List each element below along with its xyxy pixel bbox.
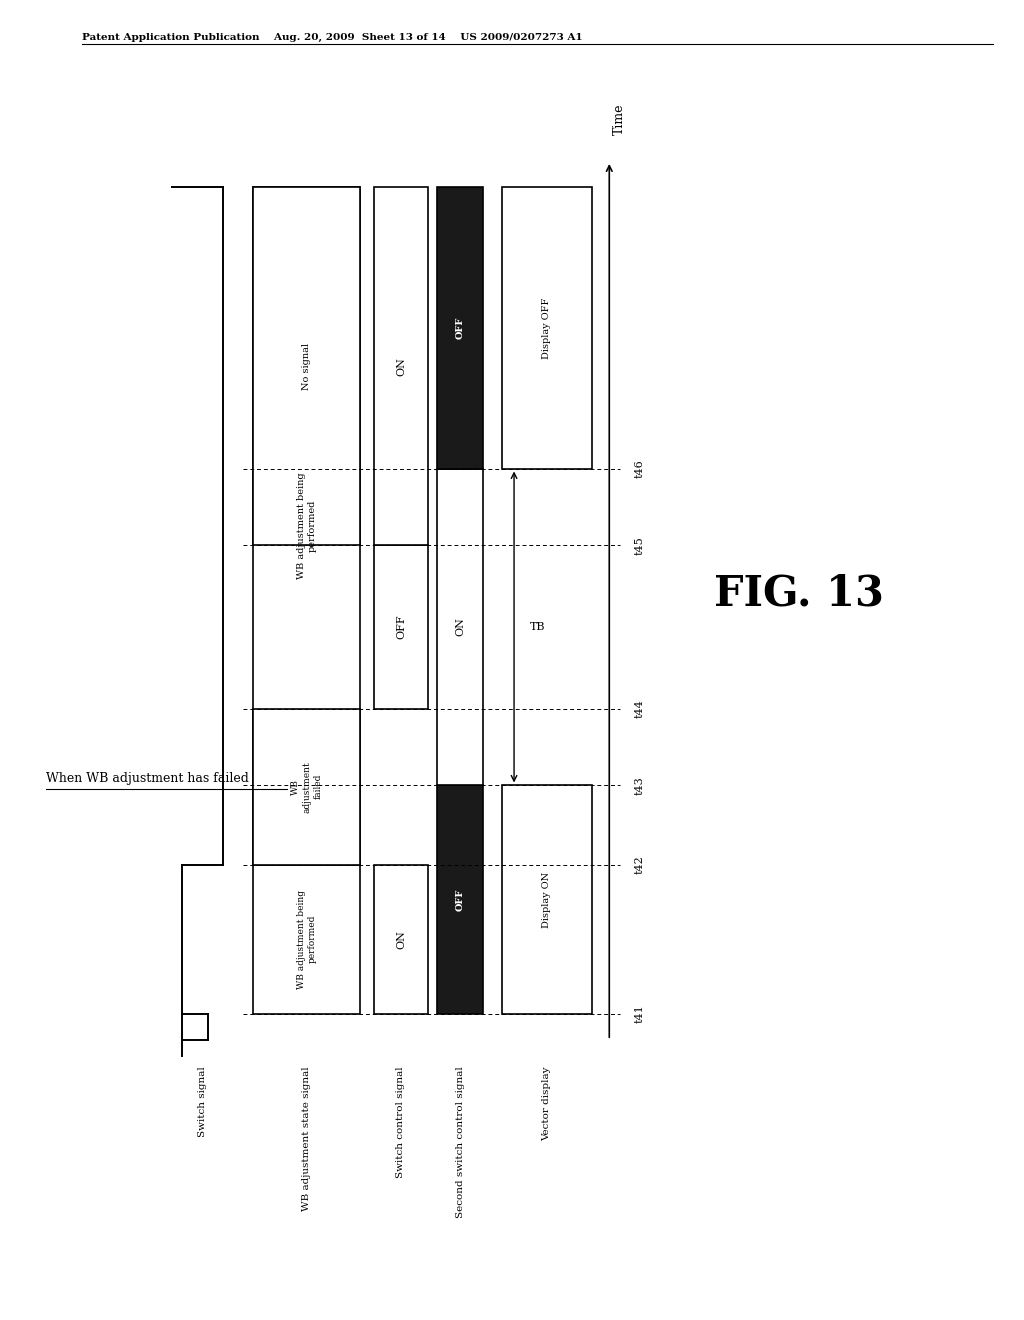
Text: t46: t46 <box>635 459 645 478</box>
Text: OFF: OFF <box>456 888 465 911</box>
Bar <box>437 469 483 785</box>
Text: WB adjustment state signal: WB adjustment state signal <box>302 1067 311 1212</box>
Text: WB
adjustment
failed: WB adjustment failed <box>291 760 323 813</box>
Text: OFF: OFF <box>396 615 406 639</box>
Text: Time: Time <box>613 103 626 135</box>
Text: Display OFF: Display OFF <box>543 297 551 359</box>
Text: ON: ON <box>396 929 406 949</box>
Text: Display ON: Display ON <box>543 871 551 928</box>
Text: TB: TB <box>529 622 545 632</box>
Text: Second switch control signal: Second switch control signal <box>456 1067 465 1218</box>
Bar <box>374 545 428 709</box>
Text: ON: ON <box>456 618 465 636</box>
Text: Switch control signal: Switch control signal <box>396 1067 406 1179</box>
Text: t42: t42 <box>635 855 645 874</box>
Bar <box>374 865 428 1014</box>
Text: t45: t45 <box>635 536 645 554</box>
Bar <box>502 785 592 1014</box>
Bar <box>253 865 360 1014</box>
Bar <box>253 187 360 545</box>
Text: OFF: OFF <box>456 317 465 339</box>
Bar <box>437 785 483 1014</box>
Text: t41: t41 <box>635 1005 645 1023</box>
Text: WB adjustment being
performed: WB adjustment being performed <box>297 890 316 989</box>
Text: No signal: No signal <box>302 343 311 389</box>
Text: FIG. 13: FIG. 13 <box>714 573 884 615</box>
Bar <box>502 187 592 469</box>
Bar <box>253 709 360 865</box>
Text: Switch signal: Switch signal <box>199 1067 207 1138</box>
Text: t43: t43 <box>635 776 645 795</box>
Bar <box>437 187 483 469</box>
Text: Patent Application Publication    Aug. 20, 2009  Sheet 13 of 14    US 2009/02072: Patent Application Publication Aug. 20, … <box>82 33 583 42</box>
Text: ON: ON <box>396 356 406 376</box>
Text: Vector display: Vector display <box>543 1067 551 1140</box>
Bar <box>374 187 428 545</box>
Text: t44: t44 <box>635 700 645 718</box>
Text: When WB adjustment has failed: When WB adjustment has failed <box>46 772 249 785</box>
Text: WB adjustment being
performed: WB adjustment being performed <box>297 473 316 579</box>
Bar <box>253 187 360 865</box>
